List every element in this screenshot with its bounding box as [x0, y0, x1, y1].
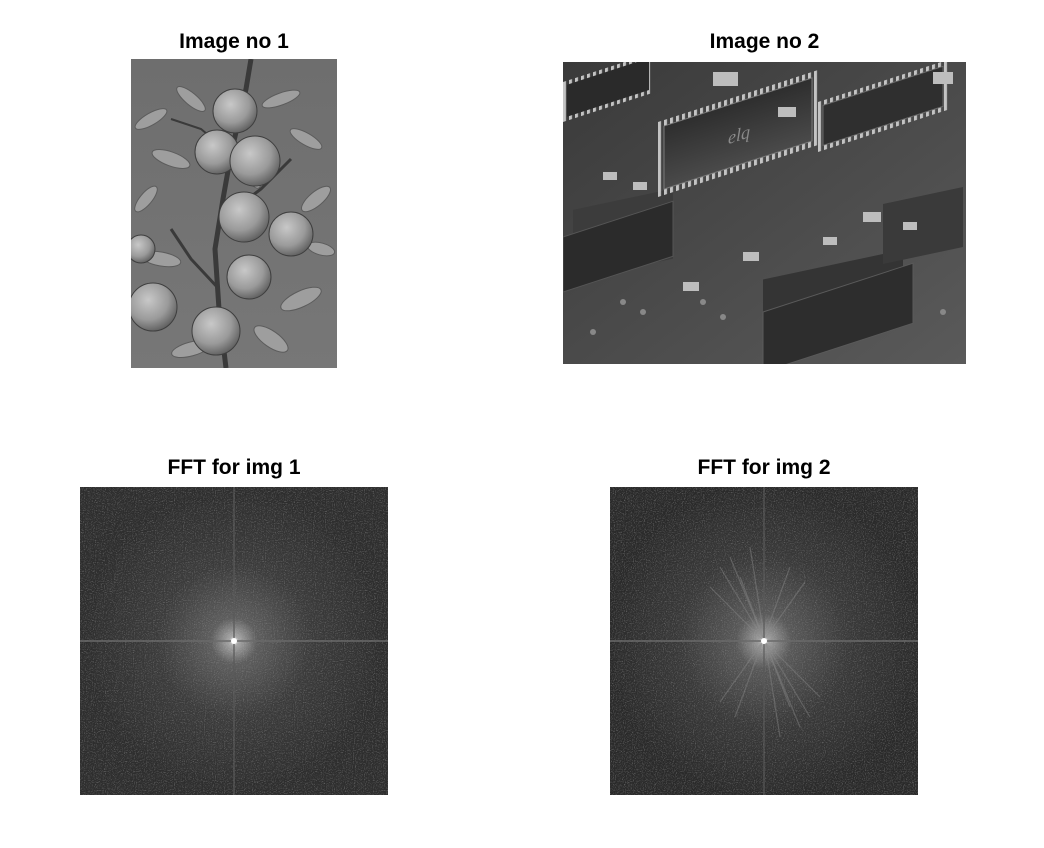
subplot-image-1: Image no 1 — [131, 30, 337, 368]
fft-spectrum-image-2 — [610, 487, 918, 795]
circuit-board-image: elq — [563, 62, 966, 364]
subplot-image-2: Image no 2 — [563, 30, 966, 364]
subplot-title-2: Image no 2 — [709, 30, 820, 53]
subplot-fft-2: FFT for img 2 — [610, 456, 918, 795]
subplot-title-1: Image no 1 — [179, 30, 289, 53]
oranges-image — [131, 59, 337, 368]
subplot-title-4: FFT for img 2 — [697, 456, 831, 479]
fft-spectrum-image-1 — [80, 487, 388, 795]
subplot-title-3: FFT for img 1 — [167, 456, 301, 479]
svg-text:elq: elq — [728, 122, 750, 149]
subplot-fft-1: FFT for img 1 — [80, 456, 388, 795]
